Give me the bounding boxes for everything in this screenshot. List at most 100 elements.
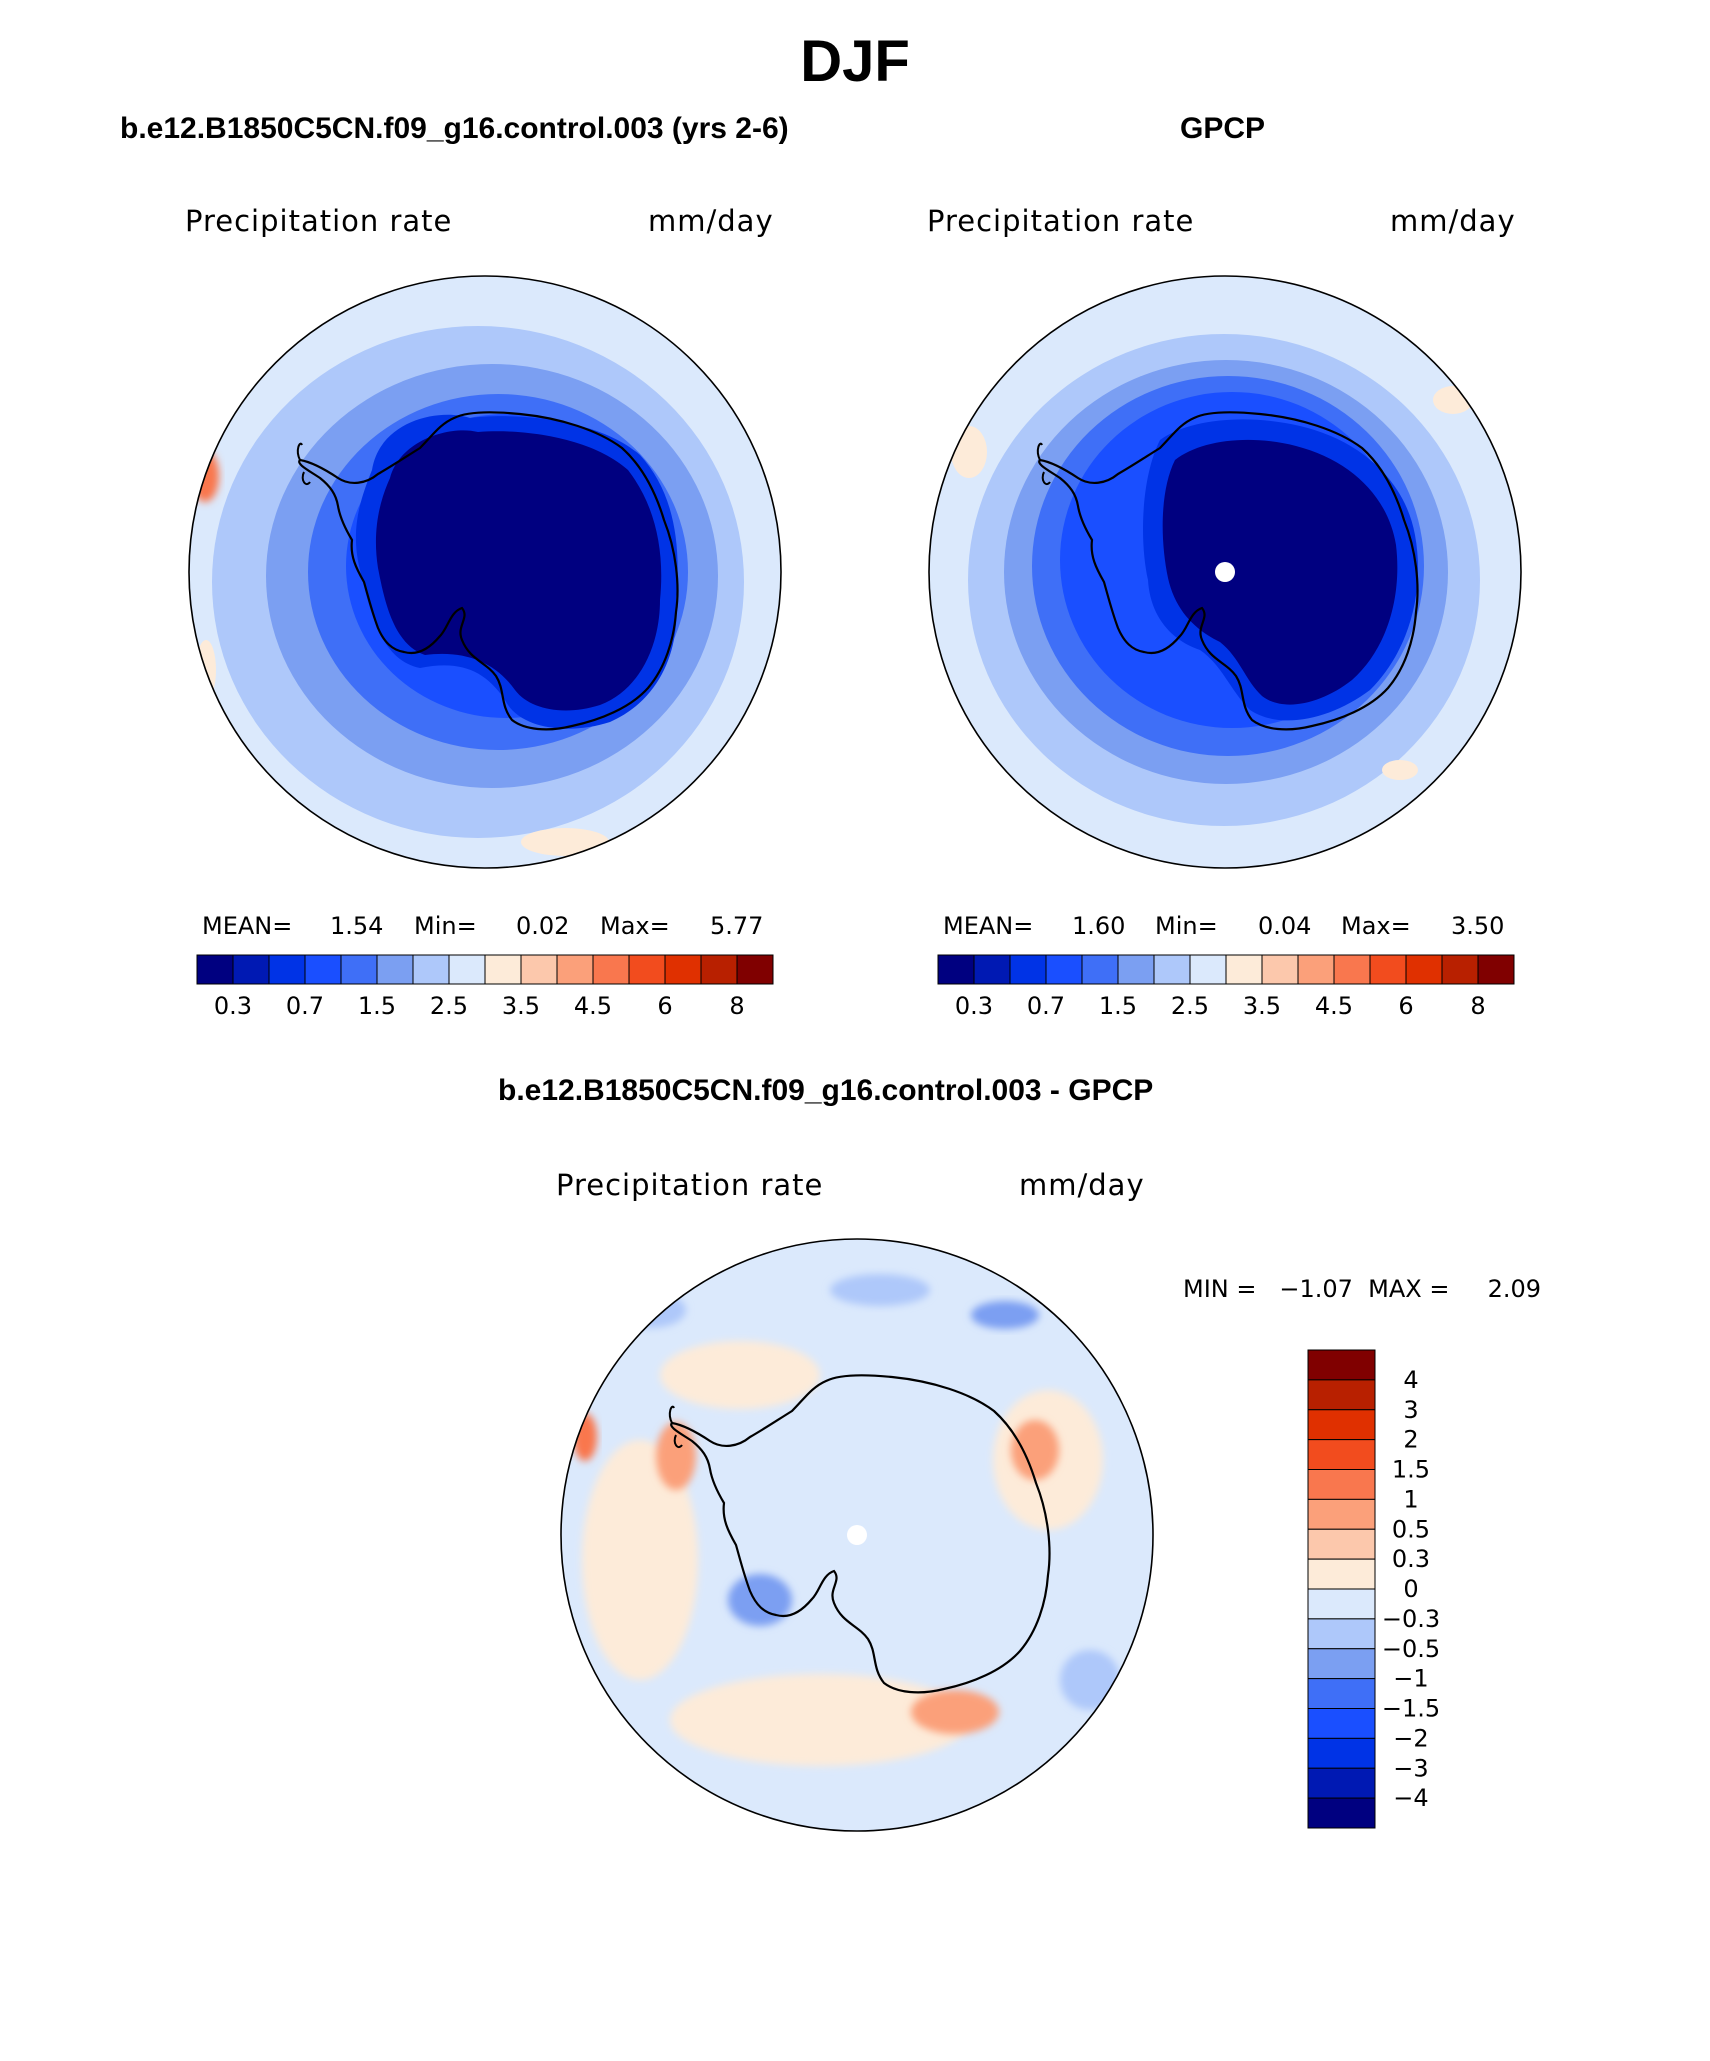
diff-min-max-text: MIN = −1.07 MAX = 2.09 bbox=[1183, 1275, 1542, 1303]
model-colorbar-box bbox=[664, 954, 702, 985]
diff-colorbar-box bbox=[1307, 1439, 1376, 1470]
obs-colorbar-box bbox=[1297, 954, 1335, 985]
model-max-value: 5.77 bbox=[710, 912, 764, 940]
model-colorbar: 0.3 0.7 1.5 2.5 3.5 4.5 6 8 bbox=[196, 954, 774, 1020]
model-colorbar-box bbox=[628, 954, 666, 985]
model-mean-label: MEAN= bbox=[202, 912, 293, 940]
diff-colorbar-tick-label: 1.5 bbox=[1392, 1456, 1430, 1484]
obs-colorbar-tick-label: 6 bbox=[1398, 992, 1413, 1020]
obs-colorbar-box bbox=[1153, 954, 1191, 985]
obs-units-label: mm/day bbox=[1390, 204, 1516, 238]
model-map-border bbox=[188, 275, 782, 869]
diff-positive-anomaly bbox=[656, 1422, 696, 1490]
obs-max-label: Max= bbox=[1341, 912, 1411, 940]
obs-mean-value: 1.60 bbox=[1072, 912, 1126, 940]
obs-colorbar-box bbox=[1441, 954, 1479, 985]
obs-colorbar-tick-label: 8 bbox=[1470, 992, 1485, 1020]
diff-colorbar-box bbox=[1307, 1708, 1376, 1739]
obs-colorbar-tick-label: 2.5 bbox=[1171, 992, 1209, 1020]
obs-pole-hole bbox=[1215, 562, 1235, 582]
model-variable-label: Precipitation rate bbox=[185, 204, 453, 238]
obs-min-value: 0.04 bbox=[1258, 912, 1312, 940]
diff-negative-anomaly bbox=[830, 1274, 930, 1306]
obs-colorbar-tick-label: 3.5 bbox=[1243, 992, 1281, 1020]
diff-units-label: mm/day bbox=[1019, 1168, 1145, 1202]
diff-positive-anomaly bbox=[1011, 1420, 1059, 1480]
diff-peninsula-outline bbox=[668, 1405, 683, 1449]
diff-map-border bbox=[560, 1238, 1154, 1832]
obs-colorbar-box bbox=[1081, 954, 1119, 985]
model-colorbar-box bbox=[700, 954, 738, 985]
model-colorbar-box bbox=[592, 954, 630, 985]
diff-colorbar-box bbox=[1307, 1409, 1376, 1441]
model-colorbar-tick-label: 4.5 bbox=[574, 992, 612, 1020]
diff-contour-band bbox=[582, 1440, 698, 1680]
diff-colorbar-tick-label: −0.3 bbox=[1382, 1605, 1440, 1633]
diff-colorbar-box bbox=[1307, 1379, 1376, 1411]
obs-colorbar-box bbox=[1117, 954, 1155, 985]
obs-colorbar-tick-label: 1.5 bbox=[1099, 992, 1137, 1020]
diff-colorbar-tick-label: −1.5 bbox=[1382, 1695, 1440, 1723]
obs-contour-band bbox=[1433, 386, 1473, 414]
diff-colorbar-box bbox=[1307, 1558, 1376, 1590]
obs-colorbar-tick-label: 0.3 bbox=[955, 992, 993, 1020]
obs-peninsula-outline bbox=[1036, 442, 1051, 486]
diff-colorbar-tick-label: −2 bbox=[1393, 1724, 1428, 1752]
diff-positive-anomaly bbox=[911, 1690, 999, 1734]
obs-antarctica-coastline bbox=[1038, 411, 1419, 731]
model-colorbar-box bbox=[340, 954, 378, 985]
model-mean-value: 1.54 bbox=[330, 912, 384, 940]
obs-colorbar-box bbox=[1261, 954, 1299, 985]
obs-colorbar-box bbox=[1045, 954, 1083, 985]
diff-colorbar-box bbox=[1307, 1797, 1376, 1829]
diff-colorbar-tick-label: 0.3 bbox=[1392, 1545, 1430, 1573]
obs-contour-band bbox=[1162, 439, 1398, 705]
obs-colorbar-tick-label: 4.5 bbox=[1315, 992, 1353, 1020]
diff-colorbar-box bbox=[1307, 1737, 1376, 1769]
model-colorbar-tick-label: 8 bbox=[729, 992, 744, 1020]
obs-colorbar-box bbox=[1333, 954, 1371, 985]
figure-title: DJF bbox=[800, 29, 910, 94]
model-peninsula-outline bbox=[296, 442, 311, 486]
obs-colorbar-box bbox=[973, 954, 1011, 985]
obs-colorbar-box bbox=[1009, 954, 1047, 985]
model-colorbar-box bbox=[484, 954, 522, 985]
obs-colorbar: 0.3 0.7 1.5 2.5 3.5 4.5 6 8 bbox=[937, 954, 1515, 1020]
diff-colorbar-box bbox=[1307, 1528, 1376, 1560]
obs-colorbar-box bbox=[1189, 954, 1227, 985]
model-colorbar-box bbox=[520, 954, 558, 985]
model-colorbar-tick-label: 0.7 bbox=[286, 992, 324, 1020]
diff-map bbox=[561, 1239, 1153, 1831]
obs-colorbar-box bbox=[1225, 954, 1263, 985]
obs-variable-label: Precipitation rate bbox=[927, 204, 1195, 238]
model-colorbar-box bbox=[196, 954, 234, 985]
model-colorbar-tick-label: 0.3 bbox=[214, 992, 252, 1020]
diff-colorbar-tick-label: −1 bbox=[1393, 1665, 1428, 1693]
model-min-value: 0.02 bbox=[516, 912, 570, 940]
diff-colorbar-tick-label: 2 bbox=[1403, 1426, 1418, 1454]
diff-contour-band bbox=[660, 1341, 820, 1409]
model-colorbar-box bbox=[268, 954, 306, 985]
model-colorbar-box bbox=[556, 954, 594, 985]
diff-colorbar-box bbox=[1307, 1648, 1376, 1680]
diff-colorbar-box bbox=[1307, 1618, 1376, 1650]
model-max-label: Max= bbox=[600, 912, 670, 940]
model-contour-band bbox=[375, 430, 662, 711]
diff-colorbar-box bbox=[1307, 1678, 1376, 1709]
diff-panel-title: b.e12.B1850C5CN.f09_g16.control.003 - GP… bbox=[498, 1074, 1154, 1107]
obs-colorbar-box bbox=[937, 954, 975, 985]
model-contour-band bbox=[521, 828, 609, 856]
model-colorbar-tick-label: 1.5 bbox=[358, 992, 396, 1020]
diff-colorbar-tick-label: 0 bbox=[1403, 1575, 1418, 1603]
diff-colorbar-tick-label: −3 bbox=[1393, 1754, 1428, 1782]
obs-min-label: Min= bbox=[1155, 912, 1218, 940]
obs-contour-band bbox=[1382, 760, 1418, 780]
diff-colorbar-box bbox=[1307, 1349, 1376, 1381]
model-antarctica-coastline bbox=[298, 411, 679, 731]
diff-colorbar-tick-label: 4 bbox=[1403, 1366, 1418, 1394]
obs-colorbar-box bbox=[1405, 954, 1443, 985]
diff-colorbar-box bbox=[1307, 1498, 1376, 1530]
model-colorbar-box bbox=[376, 954, 414, 985]
obs-colorbar-box bbox=[1369, 954, 1407, 985]
